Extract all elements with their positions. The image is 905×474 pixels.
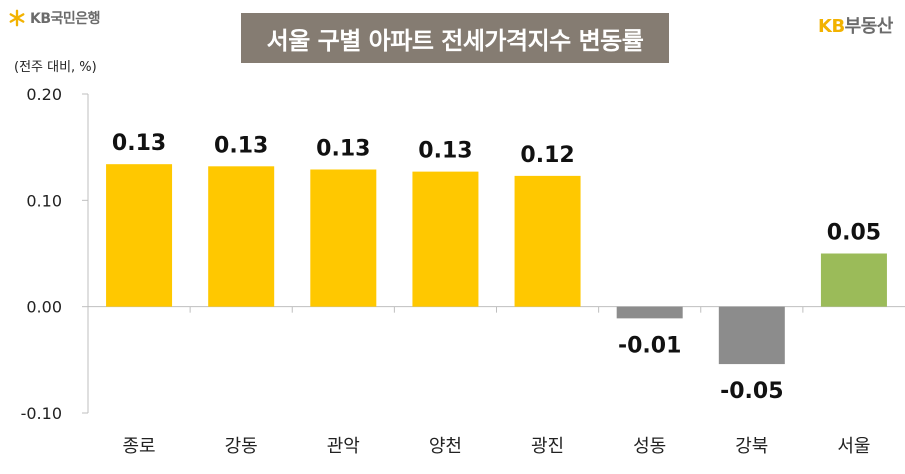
kb-star-icon [9,9,25,27]
kb-realestate-logo-text: 부동산 [844,16,894,37]
data-label: 0.13 [214,133,268,158]
y-tick-label: 0.20 [26,85,62,104]
category-label: 서울 [837,436,870,457]
data-label: -0.01 [618,333,681,358]
data-label: -0.05 [720,379,783,404]
data-label: 0.13 [418,139,472,164]
y-tick-label: 0.00 [26,298,62,317]
data-label: 0.13 [316,136,370,161]
bar [310,169,377,307]
unit-label: (전주 대비, %) [14,60,97,75]
category-label: 관악 [327,436,360,457]
data-label: 0.12 [520,143,574,168]
kb-bank-logo: KB국민은행 [8,8,101,28]
category-label: 성동 [633,436,666,457]
kb-realestate-logo-kb: KB [818,16,845,37]
bar [106,164,173,307]
chart-labels: 0.20 0.10 0.00 -0.10 0.13 종로 0.13 강동 0.13 관악 0.13 양… [21,85,881,457]
kb-realestate-logo: KB부동산 [818,12,893,38]
category-label: 종로 [123,436,156,457]
bar [208,166,275,307]
kb-bank-logo-text: KB국민은행 [30,11,101,27]
y-tick-label: -0.10 [21,404,62,423]
bar [412,171,479,307]
chart-axes [82,93,905,414]
data-label: 0.05 [827,221,881,246]
chart-bars [106,164,887,365]
category-label: 양천 [429,436,462,457]
category-label: 강동 [225,436,258,457]
y-tick-label: 0.10 [26,191,62,210]
category-label: 광진 [531,436,564,457]
bar [616,306,683,319]
category-label: 강북 [735,436,768,457]
chart-title: 서울 구별 아파트 전세가격지수 변동률 [241,13,669,63]
bar [718,306,785,365]
bar [820,253,887,307]
bar [514,175,581,307]
data-label: 0.13 [112,131,166,156]
